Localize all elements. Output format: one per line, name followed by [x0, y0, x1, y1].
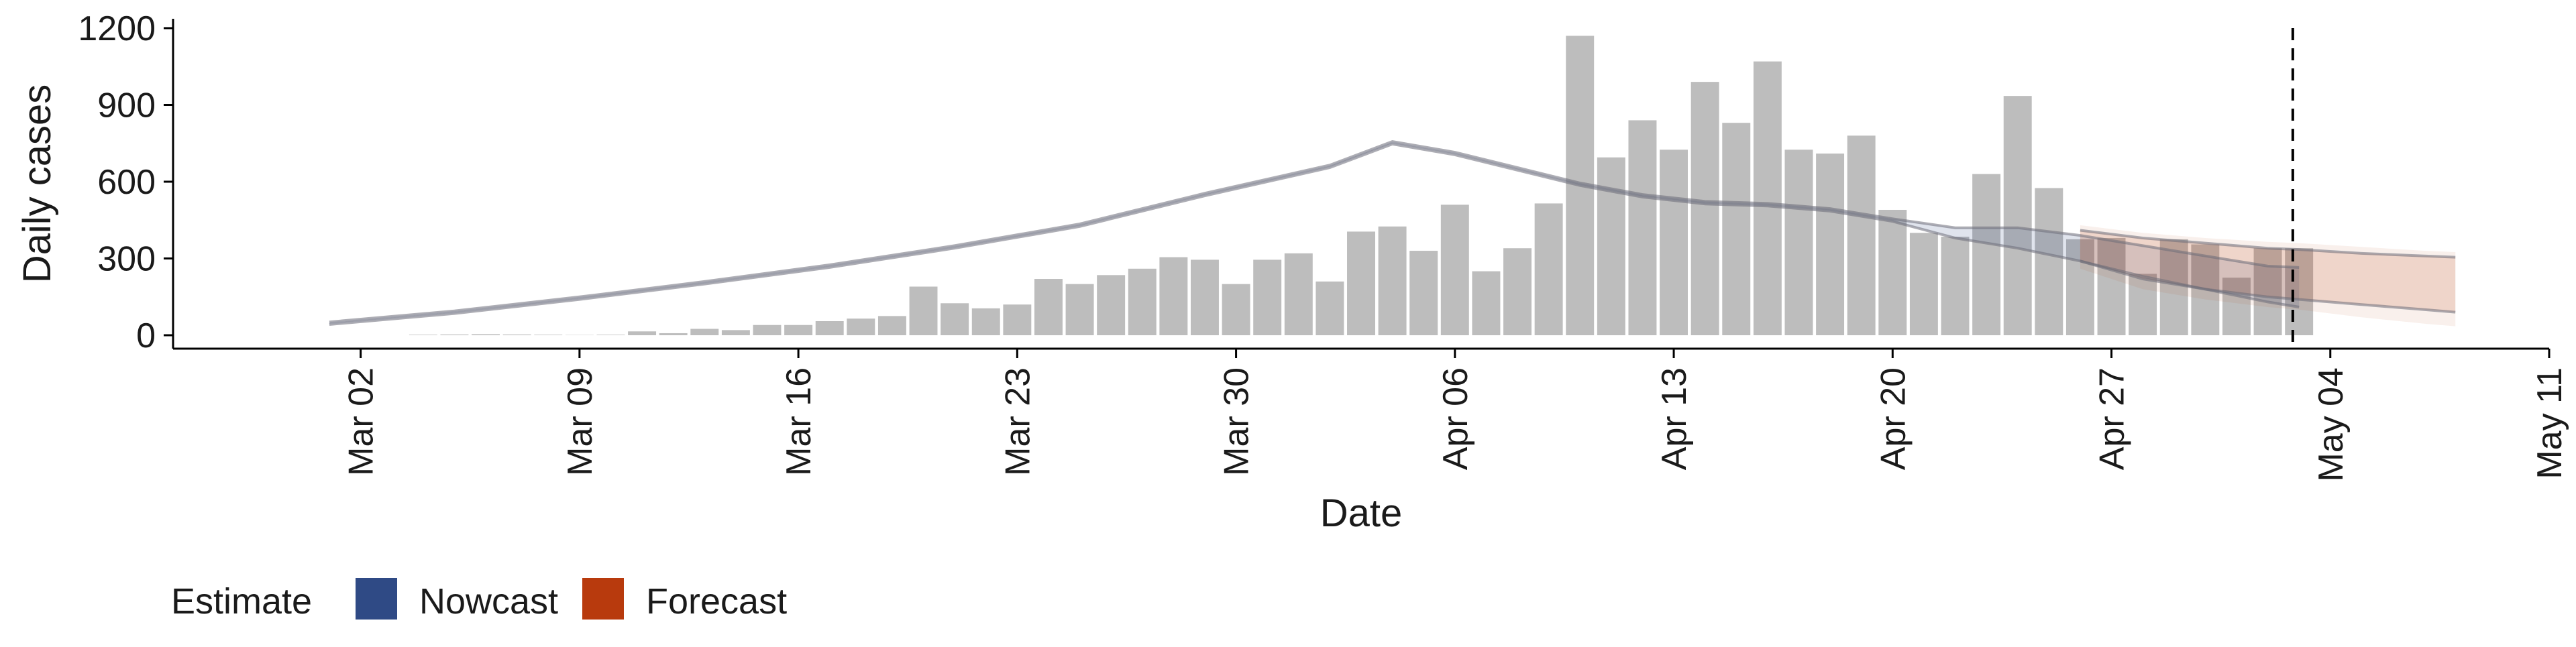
case-bar [878, 316, 906, 335]
case-bar [1972, 174, 2000, 335]
case-bar [1628, 120, 1656, 335]
case-bar [1910, 233, 1938, 335]
case-bar [1347, 231, 1375, 335]
x-tick-label: Apr 13 [1655, 367, 1694, 470]
case-bar [1222, 284, 1250, 335]
case-bar [1379, 227, 1407, 335]
case-bar [659, 333, 688, 335]
case-bar [847, 318, 875, 335]
case-bar [628, 331, 656, 335]
case-bar [472, 334, 500, 335]
case-bar [1535, 203, 1563, 335]
case-bar [1597, 158, 1625, 335]
case-bar [1285, 253, 1313, 335]
case-bar [1785, 150, 1813, 335]
legend-title: Estimate [171, 581, 312, 622]
legend: Estimate Nowcast Forecast [171, 578, 787, 622]
y-tick-label: 0 [136, 316, 156, 355]
case-bar [1191, 259, 1219, 335]
case-bar [1660, 150, 1688, 335]
x-tick-label: Apr 20 [1874, 367, 1913, 470]
y-tick-label: 300 [97, 240, 156, 279]
y-axis-ticks: 0 300 600 900 1200 [78, 9, 173, 355]
x-tick-label: Mar 09 [561, 367, 600, 476]
y-tick-label: 1200 [78, 9, 156, 48]
case-bar [1066, 284, 1094, 335]
y-axis-title: Daily cases [15, 84, 59, 284]
x-tick-label: Apr 06 [1436, 367, 1475, 470]
legend-key-forecast [582, 578, 624, 620]
case-bar [1503, 248, 1532, 335]
x-tick-label: May 11 [2530, 367, 2569, 479]
case-bar [1409, 251, 1438, 335]
case-bar [1316, 282, 1344, 335]
bars-layer [409, 36, 2313, 335]
case-bar [1034, 279, 1063, 335]
legend-label-nowcast: Nowcast [419, 581, 558, 622]
case-bar [1941, 237, 1970, 335]
case-bar [1722, 123, 1750, 335]
case-bar [1847, 135, 1876, 335]
case-bar [1097, 275, 1125, 335]
case-bar [1253, 259, 1281, 335]
case-bar [1754, 62, 1782, 335]
case-bar [816, 321, 844, 335]
y-tick-label: 600 [97, 163, 156, 202]
case-bar [753, 325, 782, 335]
case-bar [1441, 204, 1469, 335]
x-tick-label: Mar 23 [998, 367, 1037, 476]
y-tick-label: 900 [97, 86, 156, 125]
x-tick-label: May 04 [2312, 367, 2351, 482]
case-bar [722, 330, 750, 335]
case-bar [972, 308, 1000, 335]
case-bar [690, 329, 718, 335]
x-tick-label: Apr 27 [2093, 367, 2132, 470]
case-bar [1878, 210, 1907, 335]
case-bar [910, 286, 938, 335]
case-bar [1691, 82, 1719, 335]
case-bar [1159, 257, 1187, 335]
case-bar [2004, 96, 2032, 335]
case-bar [1003, 304, 1031, 335]
legend-key-nowcast [356, 578, 397, 620]
case-bar [1816, 154, 1844, 335]
case-bar [2035, 188, 2063, 335]
x-tick-label: Mar 30 [1218, 367, 1256, 476]
x-tick-label: Mar 16 [780, 367, 818, 476]
case-bar [941, 303, 969, 335]
case-bar [1472, 272, 1500, 335]
x-axis-title: Date [1320, 491, 1403, 535]
x-tick-label: Mar 02 [342, 367, 381, 476]
legend-label-forecast: Forecast [646, 581, 787, 622]
case-bar [1128, 269, 1157, 335]
case-bar [784, 325, 812, 335]
x-axis-ticks: Mar 02 Mar 09 Mar 16 Mar 23 Mar 30 Apr 06 Apr … [342, 349, 2569, 482]
